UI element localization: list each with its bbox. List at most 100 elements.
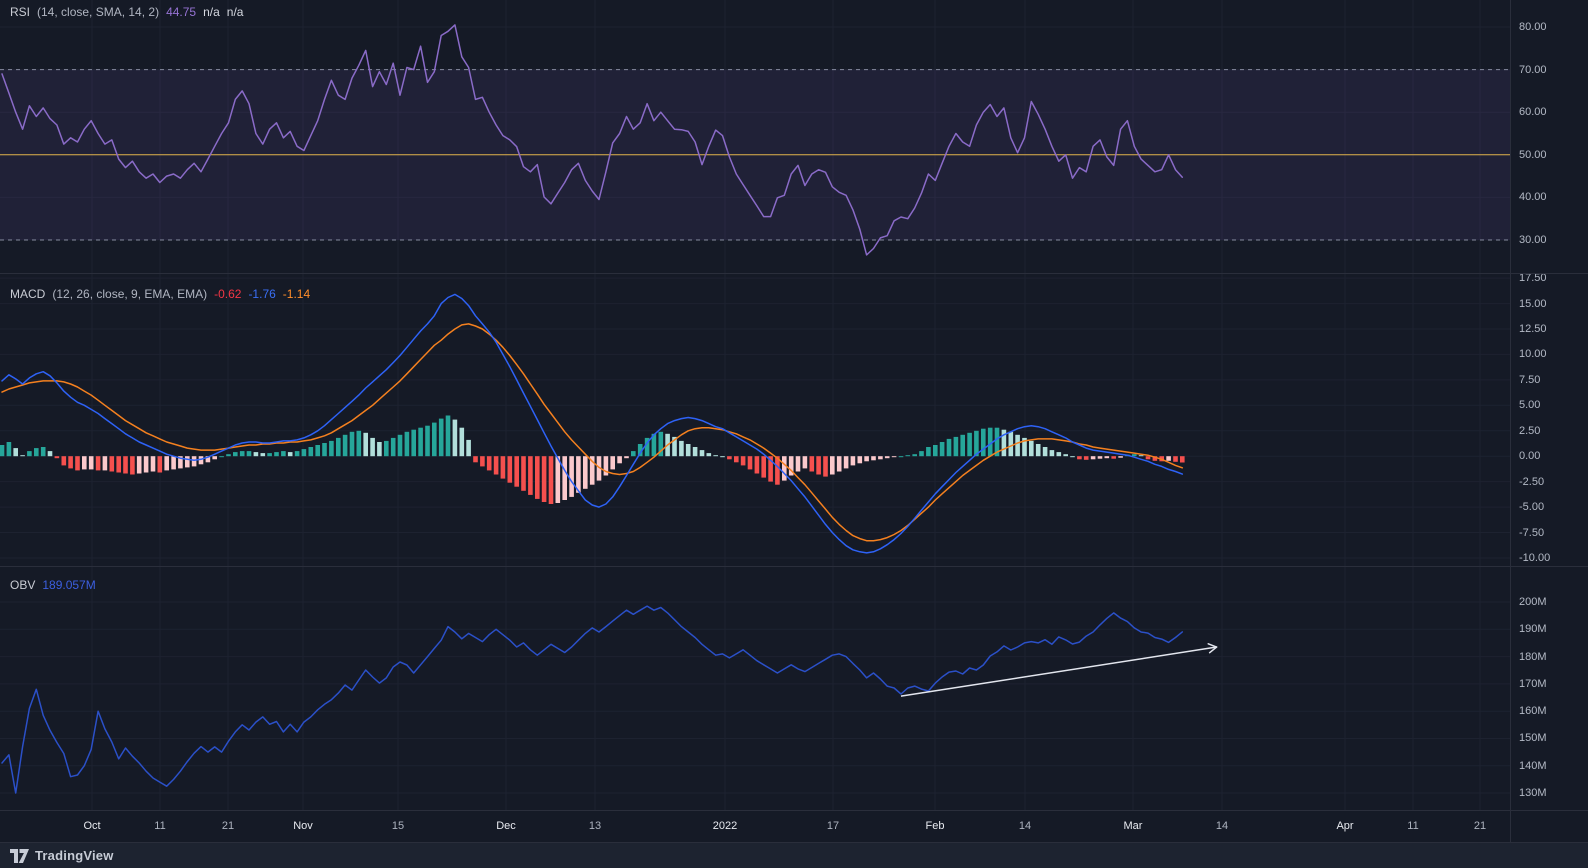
price-tick-label: 60.00: [1519, 106, 1547, 119]
price-tick-label: 190M: [1519, 623, 1547, 636]
macd-histogram-bar: [528, 456, 533, 495]
macd-histogram-bar: [130, 456, 135, 475]
macd-histogram-bar: [631, 451, 636, 457]
macd-histogram-bar: [1166, 456, 1171, 461]
macd-histogram-bar: [727, 456, 732, 460]
time-tick-label: Feb: [925, 820, 945, 832]
macd-histogram-bar: [987, 427, 993, 457]
chart-plot-area[interactable]: [0, 0, 1511, 810]
macd-histogram-bar: [123, 456, 128, 474]
macd-histogram-bar: [191, 456, 197, 467]
macd-histogram-bar: [116, 456, 121, 473]
macd-histogram-bar: [706, 453, 712, 457]
macd-histogram-bar: [27, 451, 32, 457]
macd-histogram-bar: [143, 456, 149, 473]
macd-pane[interactable]: [0, 273, 1511, 566]
time-axis[interactable]: Oct 11 21 Nov 15 Dec 13 2022 17 Feb 14 Mar 14 Apr 11 21: [0, 810, 1588, 842]
macd-histogram-bar: [438, 418, 444, 457]
macd-histogram-bar: [61, 456, 67, 466]
macd-histogram-bar: [692, 447, 698, 457]
obv-value: 189.057M: [42, 578, 96, 592]
macd-histogram-bar: [1118, 456, 1123, 458]
macd-histogram-bar: [47, 451, 53, 457]
time-tick-label: Dec: [496, 820, 516, 832]
macd-histogram-bar: [562, 456, 567, 500]
macd-histogram-bar: [761, 456, 766, 478]
price-tick-label: 50.00: [1519, 148, 1547, 161]
macd-histogram-bar: [493, 456, 499, 475]
rsi-indicator-legend[interactable]: RSI (14, close, SMA, 14, 2) 44.75 n/a n/a: [10, 5, 250, 19]
macd-histogram-bar: [651, 433, 657, 457]
pane-separator-rsi-macd[interactable]: [0, 273, 1588, 274]
macd-histogram-bar: [768, 456, 773, 482]
macd-histogram-bar: [486, 456, 492, 471]
macd-histogram-bar: [1015, 434, 1020, 457]
price-tick-label: 160M: [1519, 705, 1547, 718]
tradingview-link[interactable]: TradingView: [10, 848, 114, 863]
macd-histogram-bar: [857, 456, 863, 464]
obv-trendline-arrow[interactable]: [900, 646, 1217, 697]
time-tick-label: 17: [826, 820, 840, 832]
price-tick-label: -2.50: [1519, 475, 1545, 488]
macd-histogram-bar: [884, 456, 890, 459]
macd-histogram-bar: [747, 456, 753, 470]
time-tick-label: 13: [588, 820, 602, 832]
macd-histogram-bar: [754, 456, 760, 474]
obv-indicator-legend[interactable]: OBV 189.057M: [10, 578, 103, 592]
macd-histogram-bar: [1056, 452, 1062, 457]
macd-histogram-bar: [507, 456, 513, 483]
time-tick-label: Mar: [1123, 820, 1143, 832]
macd-histogram-bar: [75, 456, 80, 471]
price-tick-label: 2.50: [1519, 424, 1541, 437]
pane-separator-macd-obv[interactable]: [0, 566, 1588, 567]
macd-histogram-bar: [596, 456, 602, 481]
macd-histogram-bar: [830, 456, 835, 475]
macd-histogram-bar: [967, 432, 972, 457]
macd-histogram-bar: [624, 456, 629, 459]
macd-histogram-bar: [836, 456, 842, 472]
macd-histogram-bar: [926, 447, 931, 457]
macd-histogram-bar: [850, 456, 856, 466]
macd-histogram-bar: [603, 456, 609, 476]
macd-histogram-bar: [981, 428, 986, 457]
macd-histogram-bar: [267, 453, 272, 457]
macd-histogram-bar: [178, 456, 183, 469]
macd-histogram-bar: [452, 419, 458, 457]
macd-histogram-bar: [672, 436, 677, 457]
macd-histogram-bar: [136, 456, 142, 474]
macd-histogram-bar: [287, 452, 293, 457]
macd-histogram-bar: [212, 456, 217, 460]
macd-histogram-bar: [253, 452, 259, 457]
time-tick-label: 14: [1215, 820, 1229, 832]
macd-histogram-bar: [384, 440, 389, 457]
time-tick-label: 15: [391, 820, 405, 832]
obv-title[interactable]: OBV: [10, 578, 36, 592]
macd-histogram-bar: [294, 451, 300, 457]
macd-histogram-bar: [239, 451, 245, 457]
macd-histogram-bar: [370, 437, 375, 457]
macd-histogram-bar: [315, 445, 320, 457]
macd-indicator-legend[interactable]: MACD (12, 26, close, 9, EMA, EMA) -0.62 -1.…: [10, 287, 317, 301]
macd-histogram-bar: [720, 456, 725, 458]
rsi-pane[interactable]: [0, 0, 1511, 273]
macd-histogram-bar: [1077, 456, 1082, 460]
price-axis[interactable]: 80.00 70.00 60.00 50.00 40.00 30.00 17.50 15.00…: [1511, 0, 1588, 810]
macd-title[interactable]: MACD: [10, 287, 46, 301]
macd-histogram-bar: [390, 437, 396, 457]
rsi-title[interactable]: RSI: [10, 5, 31, 19]
macd-histogram-bar: [1008, 431, 1014, 457]
price-tick-label: 17.50: [1519, 272, 1547, 285]
macd-histogram-bar: [946, 438, 952, 457]
obv-pane[interactable]: [0, 566, 1511, 810]
macd-histogram-bar: [685, 444, 691, 457]
macd-histogram-bar: [473, 456, 478, 463]
macd-histogram-bar: [898, 456, 904, 458]
price-tick-label: 200M: [1519, 596, 1547, 608]
macd-histogram-bar: [1083, 456, 1089, 460]
macd-histogram-bar: [34, 448, 39, 457]
macd-histogram-bar: [185, 456, 190, 468]
price-tick-label: 10.00: [1519, 348, 1547, 361]
macd-histogram-bar: [912, 454, 917, 457]
macd-histogram-bar: [1001, 429, 1007, 457]
